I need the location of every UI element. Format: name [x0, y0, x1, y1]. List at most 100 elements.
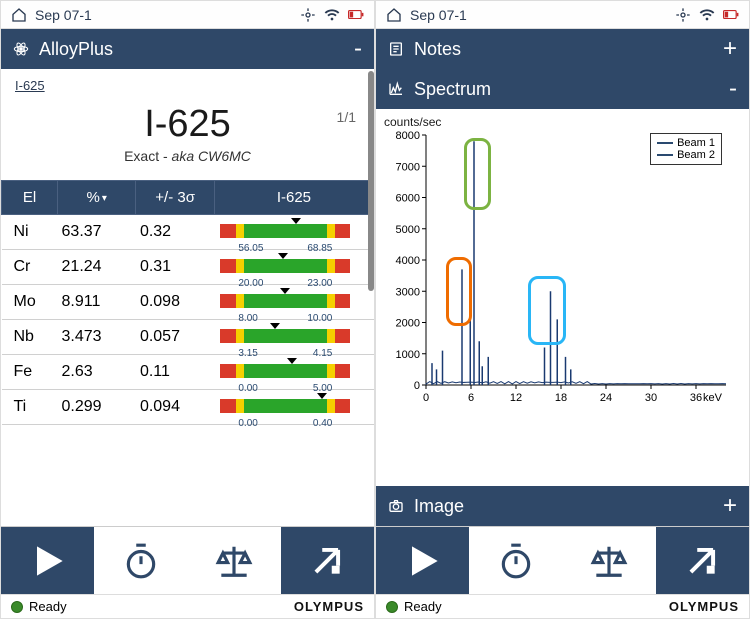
cell-element: Mo [2, 285, 58, 320]
svg-text:0: 0 [423, 392, 429, 404]
play-button[interactable] [376, 527, 469, 594]
breadcrumb-link[interactable]: I-625 [15, 78, 45, 93]
export-button[interactable] [281, 527, 374, 594]
status-date: Sep 07-1 [410, 7, 467, 23]
alloy-id: I-625 [144, 103, 231, 146]
home-icon[interactable] [386, 7, 402, 23]
bottom-toolbar [1, 526, 374, 594]
svg-text:36: 36 [690, 392, 702, 404]
svg-text:8000: 8000 [396, 130, 420, 142]
element-table: El %▾ +/- 3σ I-625 Ni63.370.3256.0568.85… [1, 180, 374, 425]
col-pct[interactable]: %▾ [58, 181, 136, 215]
svg-text:1000: 1000 [396, 349, 420, 361]
cell-sigma: 0.057 [136, 320, 214, 355]
svg-text:12: 12 [510, 392, 522, 404]
cell-element: Cr [2, 250, 58, 285]
section-title: AlloyPlus [39, 39, 113, 60]
svg-text:18: 18 [555, 392, 567, 404]
cell-sigma: 0.094 [136, 390, 214, 425]
svg-text:24: 24 [600, 392, 612, 404]
cell-element: Fe [2, 355, 58, 390]
cell-sigma: 0.098 [136, 285, 214, 320]
balance-button[interactable] [563, 527, 656, 594]
notes-icon [388, 41, 404, 57]
panel-right: Sep 07-1 Notes + Spectrum - counts/sec 0… [375, 0, 750, 619]
cell-range: 20.0023.00 [214, 250, 373, 285]
collapse-icon[interactable]: - [729, 77, 737, 101]
table-row[interactable]: Ti0.2990.0940.000.40 [2, 390, 374, 425]
status-dot [11, 601, 23, 613]
home-icon[interactable] [11, 7, 27, 23]
cell-range: 0.000.40 [214, 390, 373, 425]
svg-text:3000: 3000 [396, 286, 420, 298]
svg-text:4000: 4000 [396, 255, 420, 267]
page-indicator: 1/1 [337, 109, 356, 125]
cell-range: 0.005.00 [214, 355, 373, 390]
cell-percent: 63.37 [58, 215, 136, 250]
spectrum-chart[interactable]: 0100020003000400050006000700080000612182… [384, 129, 734, 409]
brand-label: OLYMPUS [669, 599, 739, 614]
spectrum-content: counts/sec 01000200030004000500060007000… [376, 109, 749, 486]
table-row[interactable]: Fe2.630.110.005.00 [2, 355, 374, 390]
expand-icon[interactable]: + [723, 37, 737, 61]
section-header-spectrum[interactable]: Spectrum - [376, 69, 749, 109]
status-text: Ready [29, 599, 67, 614]
wifi-icon [699, 7, 715, 23]
y-axis-label: counts/sec [384, 115, 741, 129]
svg-text:7000: 7000 [396, 161, 420, 173]
status-bar: Sep 07-1 [1, 1, 374, 29]
brand-label: OLYMPUS [294, 599, 364, 614]
cell-sigma: 0.32 [136, 215, 214, 250]
cell-range: 3.154.15 [214, 320, 373, 355]
col-el[interactable]: El [2, 181, 58, 215]
wifi-icon [324, 7, 340, 23]
cell-element: Ni [2, 215, 58, 250]
status-dot [386, 601, 398, 613]
status-bar: Sep 07-1 [376, 1, 749, 29]
table-row[interactable]: Mo8.9110.0988.0010.00 [2, 285, 374, 320]
play-button[interactable] [1, 527, 94, 594]
panel-left: Sep 07-1 AlloyPlus - I-625 I-625 1/1 Exa… [0, 0, 375, 619]
section-header-notes[interactable]: Notes + [376, 29, 749, 69]
section-title: Notes [414, 39, 461, 60]
cell-range: 56.0568.85 [214, 215, 373, 250]
col-sigma[interactable]: +/- 3σ [136, 181, 214, 215]
svg-text:6: 6 [468, 392, 474, 404]
export-button[interactable] [656, 527, 749, 594]
callout-box [464, 138, 490, 210]
callout-box [528, 276, 566, 345]
svg-text:6000: 6000 [396, 193, 420, 205]
timer-button[interactable] [469, 527, 562, 594]
timer-button[interactable] [94, 527, 187, 594]
battery-icon [348, 7, 364, 23]
table-row[interactable]: Ni63.370.3256.0568.85 [2, 215, 374, 250]
cell-percent: 21.24 [58, 250, 136, 285]
table-row[interactable]: Cr21.240.3120.0023.00 [2, 250, 374, 285]
svg-text:0: 0 [414, 380, 420, 392]
col-range[interactable]: I-625 [214, 181, 373, 215]
section-header-alloyplus[interactable]: AlloyPlus - [1, 29, 374, 69]
table-row[interactable]: Nb3.4730.0573.154.15 [2, 320, 374, 355]
cell-range: 8.0010.00 [214, 285, 373, 320]
svg-text:2000: 2000 [396, 318, 420, 330]
cell-percent: 2.63 [58, 355, 136, 390]
battery-icon [723, 7, 739, 23]
cell-percent: 0.299 [58, 390, 136, 425]
gps-icon [675, 7, 691, 23]
status-text: Ready [404, 599, 442, 614]
cell-sigma: 0.31 [136, 250, 214, 285]
camera-icon [388, 498, 404, 514]
cell-sigma: 0.11 [136, 355, 214, 390]
scrollbar[interactable] [368, 71, 374, 291]
cell-percent: 3.473 [58, 320, 136, 355]
section-header-image[interactable]: Image + [376, 486, 749, 526]
status-date: Sep 07-1 [35, 7, 92, 23]
expand-icon[interactable]: + [723, 494, 737, 518]
atom-icon [13, 41, 29, 57]
cell-element: Nb [2, 320, 58, 355]
footer: Ready OLYMPUS [1, 594, 374, 618]
gps-icon [300, 7, 316, 23]
balance-button[interactable] [188, 527, 281, 594]
collapse-icon[interactable]: - [354, 37, 362, 61]
spectrum-icon [388, 81, 404, 97]
